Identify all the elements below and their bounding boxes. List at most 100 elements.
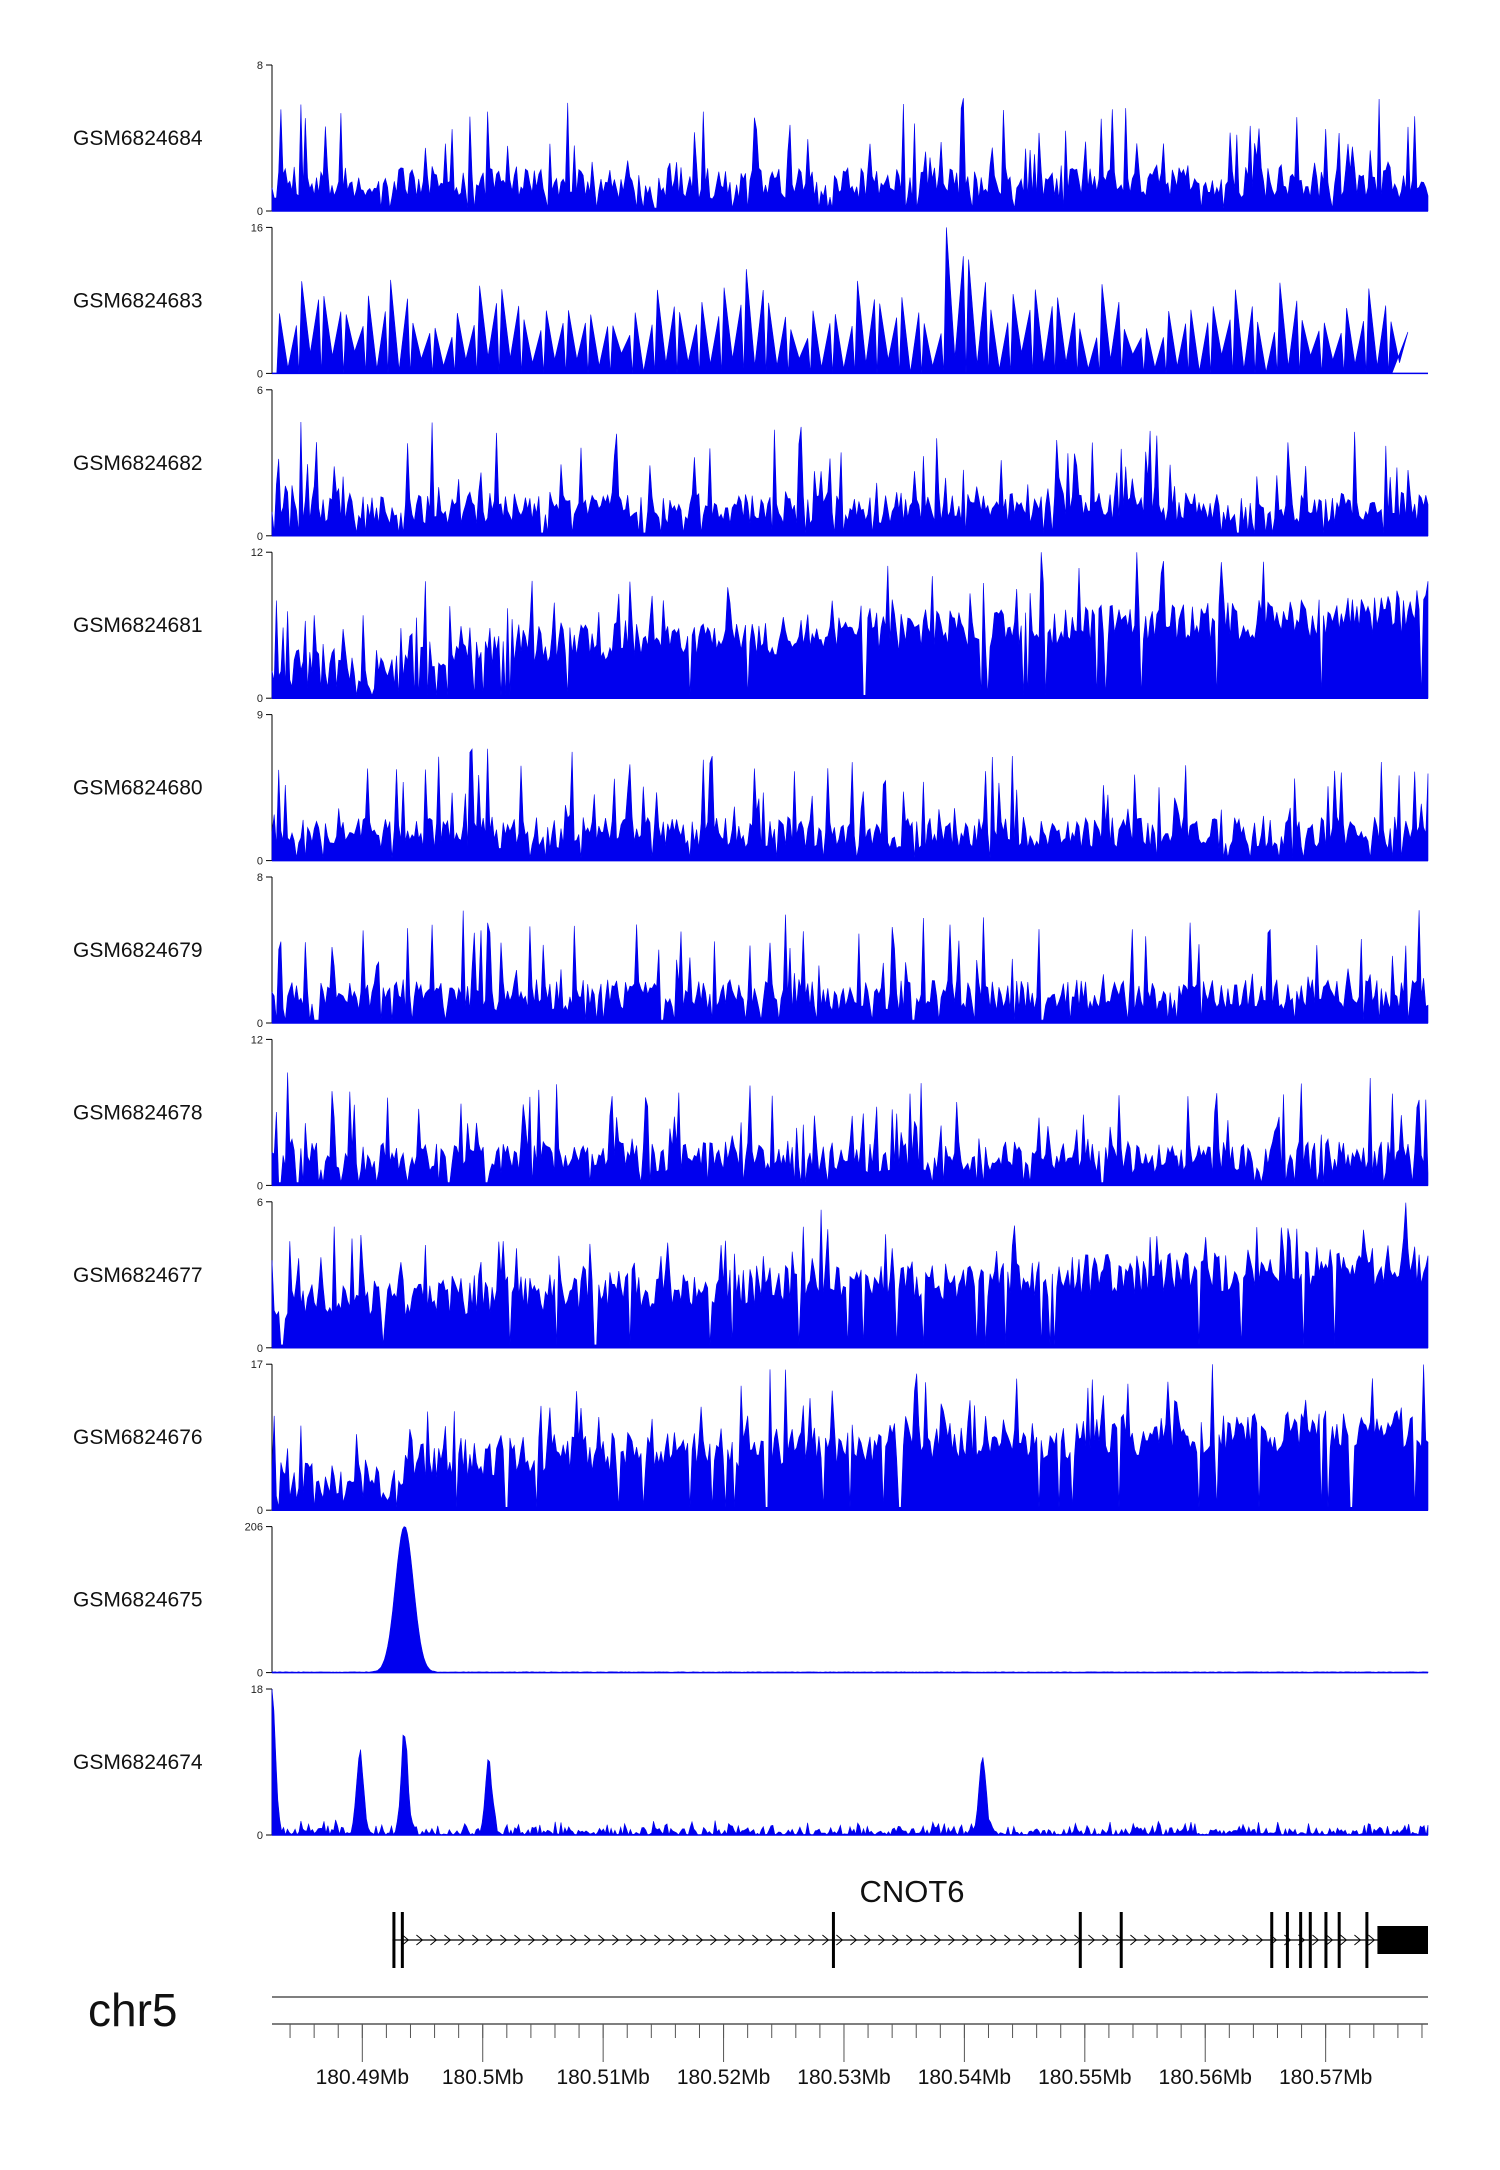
strand-arrow bbox=[1130, 1934, 1138, 1946]
y-axis-min-label: 0 bbox=[257, 856, 263, 868]
y-axis-max-label: 6 bbox=[257, 385, 263, 397]
strand-arrow bbox=[612, 1934, 620, 1946]
strand-arrow bbox=[556, 1934, 564, 1946]
y-axis-min-label: 0 bbox=[257, 206, 263, 218]
track-label: GSM6824680 bbox=[73, 777, 203, 800]
genome-axis: chr5 180.49Mb 180.5Mb 180.51Mb 180.52Mb 180.… bbox=[88, 1984, 1428, 2089]
strand-arrow bbox=[864, 1934, 872, 1946]
coverage-area bbox=[271, 1526, 1429, 1673]
track-label: GSM6824679 bbox=[73, 939, 203, 962]
strand-arrow bbox=[584, 1934, 592, 1946]
y-axis-min-label: 0 bbox=[257, 693, 263, 705]
strand-arrow bbox=[724, 1934, 732, 1946]
coverage-area bbox=[271, 1688, 1429, 1836]
gene-name-label: CNOT6 bbox=[859, 1874, 964, 1909]
x-tick-label: 180.52Mb bbox=[677, 2066, 770, 2089]
exon-8 bbox=[1299, 1912, 1303, 1968]
strand-arrow bbox=[1340, 1934, 1348, 1946]
x-tick-label: 180.55Mb bbox=[1038, 2066, 1131, 2089]
chromosome-label: chr5 bbox=[88, 1984, 177, 2036]
strand-arrow bbox=[962, 1934, 970, 1946]
strand-arrow bbox=[906, 1934, 914, 1946]
exon-9 bbox=[1308, 1912, 1312, 1968]
strand-arrow bbox=[794, 1934, 802, 1946]
strand-arrow bbox=[808, 1934, 816, 1946]
strand-arrow bbox=[822, 1934, 830, 1946]
strand-arrow bbox=[1144, 1934, 1152, 1946]
strand-arrow bbox=[626, 1934, 634, 1946]
coverage-area bbox=[271, 98, 1429, 212]
strand-arrow bbox=[1046, 1934, 1054, 1946]
track-GSM6824682: GSM6824682 6 0 bbox=[73, 385, 1429, 543]
coverage-area bbox=[271, 1202, 1429, 1349]
strand-arrow bbox=[710, 1934, 718, 1946]
strand-arrow bbox=[1186, 1934, 1194, 1946]
y-axis-min-label: 0 bbox=[257, 1668, 263, 1680]
strand-arrow bbox=[1368, 1934, 1376, 1946]
strand-arrow bbox=[444, 1934, 452, 1946]
track-label: GSM6824676 bbox=[73, 1426, 203, 1449]
y-axis-min-label: 0 bbox=[257, 368, 263, 380]
track-GSM6824680: GSM6824680 9 0 bbox=[73, 710, 1429, 868]
track-GSM6824684: GSM6824684 8 0 bbox=[73, 60, 1429, 218]
strand-arrow bbox=[1200, 1934, 1208, 1946]
y-axis-max-label: 6 bbox=[257, 1197, 263, 1209]
y-axis-max-label: 8 bbox=[257, 60, 263, 72]
y-axis-max-label: 16 bbox=[251, 222, 263, 234]
track-label: GSM6824681 bbox=[73, 614, 203, 637]
strand-arrow bbox=[1256, 1934, 1264, 1946]
track-GSM6824681: GSM6824681 12 0 bbox=[73, 547, 1429, 705]
y-axis-max-label: 17 bbox=[251, 1359, 263, 1371]
track-GSM6824675: GSM6824675 206 0 bbox=[73, 1522, 1429, 1680]
y-axis-min-label: 0 bbox=[257, 1343, 263, 1355]
coverage-area bbox=[271, 421, 1429, 537]
strand-arrow bbox=[472, 1934, 480, 1946]
strand-arrow bbox=[780, 1934, 788, 1946]
track-label: GSM6824674 bbox=[73, 1751, 203, 1774]
strand-arrow bbox=[1102, 1934, 1110, 1946]
x-tick-label: 180.57Mb bbox=[1279, 2066, 1372, 2089]
strand-arrow bbox=[598, 1934, 606, 1946]
track-GSM6824683: GSM6824683 16 0 bbox=[73, 222, 1428, 380]
exon-11 bbox=[1337, 1912, 1341, 1968]
y-axis-min-label: 0 bbox=[257, 1505, 263, 1517]
y-axis-max-label: 8 bbox=[257, 872, 263, 884]
exon-4 bbox=[1078, 1912, 1082, 1968]
x-tick-label: 180.51Mb bbox=[556, 2066, 649, 2089]
strand-arrow bbox=[640, 1934, 648, 1946]
strand-arrow bbox=[1004, 1934, 1012, 1946]
strand-arrow bbox=[416, 1934, 424, 1946]
strand-arrow bbox=[1018, 1934, 1026, 1946]
track-GSM6824674: GSM6824674 18 0 bbox=[73, 1684, 1429, 1842]
x-tick-label: 180.53Mb bbox=[797, 2066, 890, 2089]
strand-arrow bbox=[458, 1934, 466, 1946]
gene-track: CNOT6 bbox=[392, 1874, 1428, 1968]
x-tick-label: 180.5Mb bbox=[442, 2066, 524, 2089]
strand-arrow bbox=[402, 1934, 410, 1946]
exon-10 bbox=[1324, 1912, 1328, 1968]
strand-arrow bbox=[934, 1934, 942, 1946]
coverage-area bbox=[271, 1072, 1429, 1186]
coverage-area bbox=[271, 552, 1429, 699]
y-axis-max-label: 12 bbox=[251, 1034, 263, 1046]
x-tick-label: 180.49Mb bbox=[316, 2066, 409, 2089]
track-label: GSM6824684 bbox=[73, 127, 203, 150]
exon-2 bbox=[400, 1912, 404, 1968]
strand-arrow bbox=[1172, 1934, 1180, 1946]
x-tick-label: 180.56Mb bbox=[1159, 2066, 1252, 2089]
strand-arrow bbox=[1088, 1934, 1096, 1946]
y-axis-min-label: 0 bbox=[257, 1180, 263, 1192]
track-GSM6824677: GSM6824677 6 0 bbox=[73, 1197, 1429, 1355]
coverage-tracks: GSM682468480GSM6824683160GSM682468260GSM… bbox=[73, 60, 1429, 1842]
strand-arrow bbox=[766, 1934, 774, 1946]
strand-arrow bbox=[1326, 1934, 1334, 1946]
exon-3 bbox=[831, 1912, 835, 1968]
strand-arrow bbox=[1158, 1934, 1166, 1946]
strand-arrow bbox=[990, 1934, 998, 1946]
strand-arrow bbox=[850, 1934, 858, 1946]
track-label: GSM6824683 bbox=[73, 289, 203, 312]
strand-arrow bbox=[668, 1934, 676, 1946]
strand-arrow bbox=[486, 1934, 494, 1946]
exon-12 bbox=[1365, 1912, 1369, 1968]
strand-arrow bbox=[430, 1934, 438, 1946]
